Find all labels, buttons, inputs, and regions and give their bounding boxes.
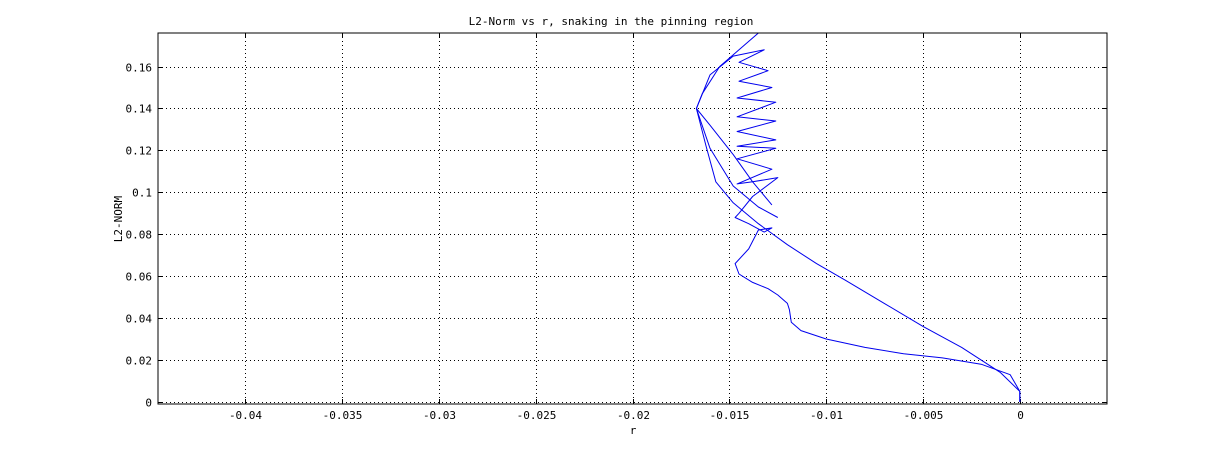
x-tick-label: -0.02 — [617, 409, 650, 422]
y-tick-label: 0.14 — [126, 103, 153, 116]
series-line-2 — [695, 33, 1021, 402]
x-tick-label: -0.03 — [423, 409, 456, 422]
plot-area — [158, 33, 1107, 404]
x-tick-label: -0.015 — [710, 409, 750, 422]
y-tick-label: 0.04 — [126, 313, 153, 326]
series-line-3 — [696, 108, 773, 206]
y-tick-label: 0.12 — [126, 145, 153, 158]
plot-frame — [157, 32, 1108, 405]
x-tick-label: -0.01 — [810, 409, 843, 422]
y-tick-label: 0.02 — [126, 355, 153, 368]
x-tick-label: -0.04 — [229, 409, 262, 422]
y-axis-label: L2-NORM — [112, 195, 125, 242]
x-tick-label: -0.005 — [904, 409, 944, 422]
series-layer — [695, 33, 1021, 402]
series-line-1 — [695, 49, 1021, 402]
y-tick-label: 0 — [145, 397, 152, 410]
y-tick-label: 0.08 — [126, 229, 153, 242]
y-tick-label: 0.16 — [126, 62, 153, 75]
x-tick-label: -0.035 — [323, 409, 363, 422]
x-axis-label: r — [630, 424, 637, 437]
x-tick-label: 0 — [1017, 409, 1024, 422]
axis-ticks — [158, 33, 1107, 404]
y-tick-label: 0.1 — [132, 187, 152, 200]
chart-title: L2-Norm vs r, snaking in the pinning reg… — [469, 15, 754, 28]
y-tick-label: 0.06 — [126, 271, 153, 284]
tick-labels: -0.04 -0.035 -0.03 -0.025 -0.02 -0.015 -0.01 -0… — [126, 62, 1024, 423]
x-tick-label: -0.025 — [517, 409, 557, 422]
